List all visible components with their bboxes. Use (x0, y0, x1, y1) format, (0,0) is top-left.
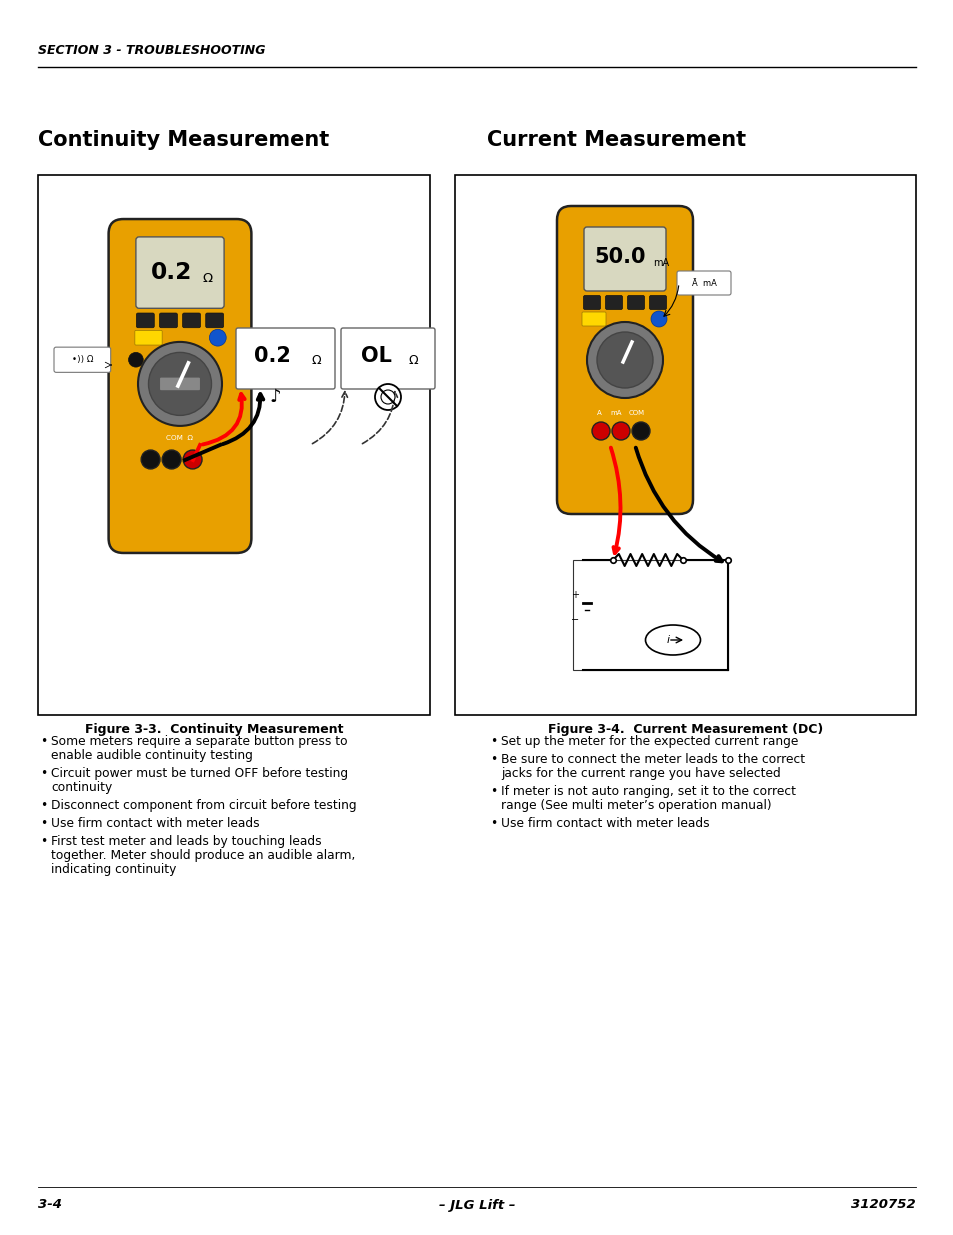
Text: Continuity Measurement: Continuity Measurement (38, 130, 329, 149)
Circle shape (650, 311, 666, 327)
Circle shape (597, 332, 652, 388)
FancyBboxPatch shape (182, 312, 200, 327)
Text: Current Measurement: Current Measurement (486, 130, 745, 149)
Text: First test meter and leads by touching leads: First test meter and leads by touching l… (51, 835, 321, 848)
Text: Figure 3-3.  Continuity Measurement: Figure 3-3. Continuity Measurement (85, 722, 343, 736)
FancyBboxPatch shape (159, 312, 177, 327)
Text: Ω: Ω (408, 354, 417, 367)
Text: 3120752: 3120752 (850, 1198, 915, 1212)
Text: mA: mA (652, 258, 668, 268)
Text: indicating continuity: indicating continuity (51, 863, 176, 876)
Text: A: A (596, 410, 600, 416)
Text: Set up the meter for the expected current range: Set up the meter for the expected curren… (500, 735, 798, 748)
FancyBboxPatch shape (649, 295, 666, 310)
Text: −: − (570, 615, 578, 625)
Text: 3-4: 3-4 (38, 1198, 62, 1212)
Text: •: • (490, 735, 497, 748)
Text: Disconnect component from circuit before testing: Disconnect component from circuit before… (51, 799, 356, 811)
FancyBboxPatch shape (583, 227, 665, 291)
FancyBboxPatch shape (136, 312, 154, 327)
Text: 0.2: 0.2 (151, 261, 193, 284)
Text: ♪: ♪ (269, 388, 280, 406)
Circle shape (183, 450, 202, 469)
Circle shape (631, 422, 649, 440)
FancyBboxPatch shape (54, 347, 111, 372)
Text: COM  Ω: COM Ω (167, 436, 193, 441)
Text: •: • (40, 835, 48, 848)
Text: Some meters require a separate button press to: Some meters require a separate button pr… (51, 735, 347, 748)
Text: SECTION 3 - TROUBLESHOOTING: SECTION 3 - TROUBLESHOOTING (38, 44, 265, 57)
Text: together. Meter should produce an audible alarm,: together. Meter should produce an audibl… (51, 848, 355, 862)
FancyBboxPatch shape (134, 330, 162, 345)
Circle shape (375, 384, 400, 410)
Text: •: • (490, 785, 497, 798)
FancyBboxPatch shape (581, 312, 605, 326)
Text: 50.0: 50.0 (594, 247, 645, 267)
Text: +: + (571, 590, 578, 600)
FancyBboxPatch shape (206, 312, 223, 327)
FancyBboxPatch shape (38, 175, 430, 715)
Circle shape (380, 390, 395, 404)
FancyBboxPatch shape (160, 378, 200, 390)
Circle shape (612, 422, 629, 440)
Text: •)) Ω: •)) Ω (71, 356, 93, 364)
Text: OL: OL (360, 346, 391, 366)
Text: •: • (490, 818, 497, 830)
Circle shape (141, 450, 160, 469)
Text: Ā  mA: Ā mA (691, 279, 716, 288)
Text: i: i (666, 635, 669, 645)
FancyBboxPatch shape (235, 329, 335, 389)
Text: continuity: continuity (51, 781, 112, 794)
Text: Use firm contact with meter leads: Use firm contact with meter leads (500, 818, 709, 830)
Text: – JLG Lift –: – JLG Lift – (438, 1198, 515, 1212)
Text: COM: COM (628, 410, 644, 416)
Text: •: • (490, 753, 497, 766)
Circle shape (129, 352, 143, 367)
Text: If meter is not auto ranging, set it to the correct: If meter is not auto ranging, set it to … (500, 785, 795, 798)
Text: •: • (40, 767, 48, 781)
FancyBboxPatch shape (340, 329, 435, 389)
FancyBboxPatch shape (135, 237, 224, 309)
Text: range (See multi meter’s operation manual): range (See multi meter’s operation manua… (500, 799, 771, 811)
Text: Circuit power must be turned OFF before testing: Circuit power must be turned OFF before … (51, 767, 348, 781)
Text: Figure 3-4.  Current Measurement (DC): Figure 3-4. Current Measurement (DC) (548, 722, 822, 736)
Text: •: • (40, 735, 48, 748)
Text: Be sure to connect the meter leads to the correct: Be sure to connect the meter leads to th… (500, 753, 804, 766)
Text: •: • (40, 799, 48, 811)
Circle shape (138, 342, 222, 426)
FancyBboxPatch shape (109, 219, 252, 553)
Text: Ω: Ω (311, 354, 320, 367)
Circle shape (209, 330, 226, 346)
Text: mA: mA (610, 410, 621, 416)
FancyBboxPatch shape (557, 206, 692, 514)
Text: Ω: Ω (202, 273, 213, 285)
Circle shape (149, 352, 212, 415)
Text: Use firm contact with meter leads: Use firm contact with meter leads (51, 818, 259, 830)
Circle shape (162, 450, 181, 469)
Text: enable audible continuity testing: enable audible continuity testing (51, 748, 253, 762)
FancyBboxPatch shape (627, 295, 644, 310)
FancyBboxPatch shape (583, 295, 599, 310)
FancyBboxPatch shape (677, 270, 730, 295)
FancyBboxPatch shape (573, 559, 727, 671)
Circle shape (586, 322, 662, 398)
FancyBboxPatch shape (605, 295, 622, 310)
Text: 0.2: 0.2 (253, 346, 290, 366)
Circle shape (592, 422, 609, 440)
Ellipse shape (645, 625, 700, 655)
Text: •: • (40, 818, 48, 830)
FancyBboxPatch shape (455, 175, 915, 715)
Text: jacks for the current range you have selected: jacks for the current range you have sel… (500, 767, 780, 781)
